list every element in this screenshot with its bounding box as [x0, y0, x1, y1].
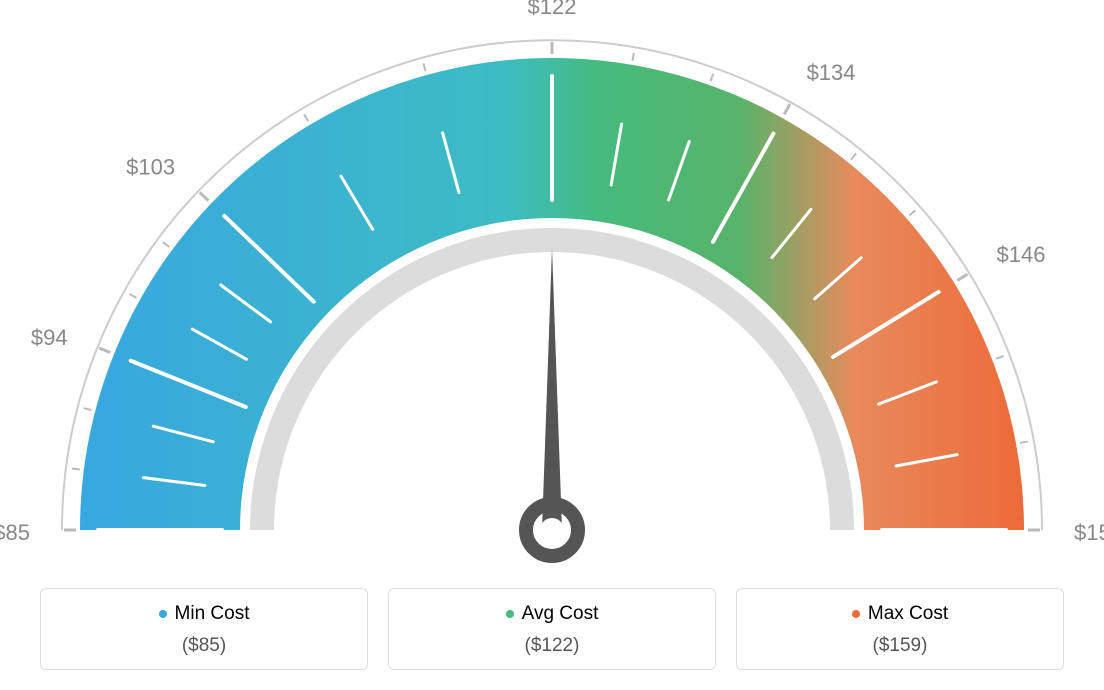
- dot-icon: [159, 610, 167, 618]
- svg-text:$146: $146: [996, 242, 1045, 267]
- legend-value-avg: ($122): [399, 635, 705, 657]
- svg-text:$85: $85: [0, 520, 30, 545]
- legend-value-min: ($85): [51, 635, 357, 657]
- legend-card-avg: Avg Cost ($122): [388, 588, 716, 670]
- svg-text:$103: $103: [126, 155, 175, 180]
- legend-label: Avg Cost: [522, 603, 599, 625]
- legend-title-min: Min Cost: [159, 603, 250, 625]
- gauge-svg: $85 $94 $103 $122 $134 $146 $159: [0, 0, 1104, 600]
- dot-icon: [506, 610, 514, 618]
- svg-text:$122: $122: [528, 0, 577, 19]
- legend-value-max: ($159): [747, 635, 1053, 657]
- svg-text:$94: $94: [31, 325, 68, 350]
- cost-gauge-chart: $85 $94 $103 $122 $134 $146 $159 Min Cost ($85…: [0, 0, 1104, 690]
- svg-text:$159: $159: [1074, 520, 1104, 545]
- legend-row: Min Cost ($85) Avg Cost ($122) Max Cost …: [40, 588, 1064, 670]
- legend-label: Min Cost: [175, 603, 250, 625]
- legend-label: Max Cost: [868, 603, 948, 625]
- legend-card-max: Max Cost ($159): [736, 588, 1064, 670]
- legend-title-max: Max Cost: [852, 603, 948, 625]
- legend-card-min: Min Cost ($85): [40, 588, 368, 670]
- svg-text:$134: $134: [807, 60, 856, 85]
- legend-title-avg: Avg Cost: [506, 603, 599, 625]
- dot-icon: [852, 610, 860, 618]
